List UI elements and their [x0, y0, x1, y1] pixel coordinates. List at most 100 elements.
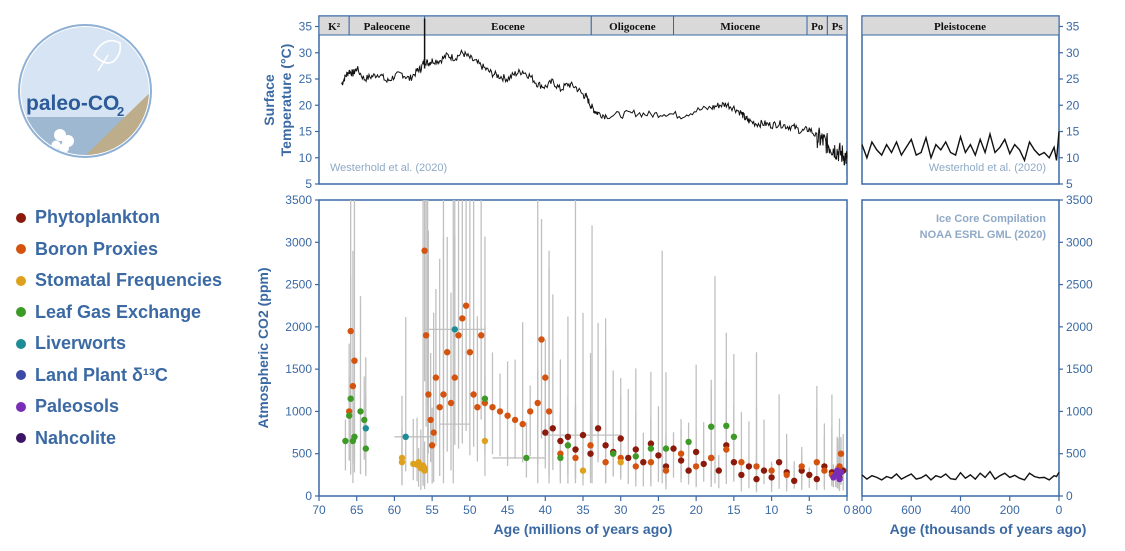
co2-kyr-series — [861, 470, 1060, 481]
co2-point — [447, 399, 455, 407]
co2-point — [523, 454, 530, 462]
co2-ytick-label: 1500 — [285, 362, 312, 376]
co2-point — [602, 459, 609, 466]
co2-ytick-label-right: 2000 — [1066, 320, 1093, 334]
co2-point — [640, 459, 647, 466]
myr-xtick-label: 55 — [425, 503, 439, 517]
myr-xtick-label: 25 — [652, 503, 666, 517]
legend-dot-stomatal-frequencies — [16, 275, 26, 286]
co2-point — [421, 464, 428, 472]
epoch-label: Oligocene — [609, 21, 656, 33]
co2-point — [481, 437, 489, 445]
co2-point — [579, 431, 587, 439]
co2-point — [362, 425, 369, 432]
legend-dot-land-plant-d13c — [16, 370, 26, 381]
co2-point — [549, 425, 556, 432]
legend-label: Paleosols — [35, 396, 120, 417]
co2-ytick-label-right: 1500 — [1066, 362, 1093, 376]
co2-point — [813, 459, 820, 466]
co2-point — [625, 454, 632, 462]
epoch-label: Pleistocene — [934, 21, 986, 33]
co2-point — [813, 475, 820, 483]
co2-point — [451, 374, 458, 381]
co2-ytick-label: 500 — [292, 447, 312, 461]
co2-point — [349, 382, 357, 390]
temp-kyr-series — [861, 131, 1060, 163]
co2-point — [557, 454, 564, 462]
co2-point — [692, 448, 700, 456]
legend-label: Phytoplankton — [35, 207, 160, 228]
legend-label: Nahcolite — [35, 427, 117, 448]
co2-point — [415, 459, 422, 466]
co2-ytick-label: 3000 — [285, 235, 312, 249]
paleo-co2-logo: paleo-CO 2 — [16, 15, 158, 170]
epoch-label: Po — [811, 21, 824, 33]
co2-point — [647, 459, 655, 466]
temp-myr-frame — [318, 15, 848, 185]
co2-point — [837, 469, 845, 476]
legend-dot-nahcolite — [16, 433, 26, 444]
kyr-xtick-label: 200 — [1000, 503, 1020, 517]
temp-myr-line — [341, 48, 848, 166]
temp-ytick-label-right: 35 — [1066, 20, 1080, 34]
co2-point — [351, 433, 358, 440]
co2-point — [511, 416, 519, 424]
co2-point — [342, 437, 349, 445]
temp-ytick-label: 15 — [299, 125, 313, 139]
co2-point — [572, 454, 579, 462]
co2-point — [430, 429, 437, 436]
co2-ytick-label: 3500 — [285, 193, 312, 207]
co2-point — [647, 445, 655, 452]
legend: Phytoplankton Boron Proxies Stomatal Fre… — [16, 202, 222, 454]
legend-item-boron-proxies: Boron Proxies — [16, 234, 222, 266]
co2-point — [768, 467, 775, 474]
co2-point — [542, 374, 549, 381]
legend-label: Land Plant δ¹³C — [35, 364, 168, 385]
co2-point — [425, 391, 432, 398]
legend-label: Stomatal Frequencies — [35, 270, 223, 291]
co2-point — [753, 463, 760, 470]
co2-point — [527, 408, 534, 415]
myr-xtick-label: 70 — [312, 503, 326, 517]
legend-dot-leaf-gas-exchange — [16, 307, 26, 318]
co2-point — [347, 395, 354, 402]
co2-point — [791, 477, 798, 484]
logo-text: paleo-CO — [26, 92, 119, 115]
epoch-cell — [826, 15, 848, 36]
legend-item-stomatal-frequencies: Stomatal Frequencies — [16, 265, 222, 297]
myr-xtick-label: 0 — [844, 503, 851, 517]
co2-point — [545, 408, 553, 415]
legend-item-leaf-gas-exchange: Leaf Gas Exchange — [16, 297, 222, 329]
co2-ytick-label-right: 2500 — [1066, 278, 1093, 292]
co2-point — [347, 327, 354, 335]
co2-point — [422, 332, 430, 339]
co2-point — [470, 391, 477, 398]
myr-xtick-label: 50 — [463, 503, 477, 517]
epoch-bar: K² Paleocene Eocene Oligocene Miocene Po Ps Ple… — [318, 15, 1060, 36]
kyr-xtick-label: 400 — [950, 503, 970, 517]
legend-label: Liverworts — [35, 333, 127, 354]
epoch-label: Eocene — [491, 21, 525, 33]
co2-point — [670, 445, 677, 452]
co2-point — [436, 404, 443, 411]
co2-point — [504, 412, 511, 419]
co2-point — [806, 471, 813, 479]
co2-point — [677, 450, 685, 457]
co2-point — [478, 332, 485, 339]
legend-item-phytoplankton: Phytoplankton — [16, 202, 222, 234]
co2-point — [775, 459, 783, 466]
co2-point — [351, 357, 358, 364]
myr-xtick-label: 15 — [727, 503, 741, 517]
co2-point — [723, 422, 730, 429]
co2-point — [723, 446, 730, 453]
legend-item-paleosols: Paleosols — [16, 391, 222, 423]
co2-kyr-line — [861, 470, 1060, 481]
kyr-xtick-label: 600 — [901, 503, 921, 517]
co2-ytick-label-right: 500 — [1066, 447, 1086, 461]
temp-ytick-label-right: 10 — [1066, 151, 1080, 165]
co2-point — [677, 457, 685, 464]
co2-point — [459, 315, 466, 322]
co2-point — [730, 433, 738, 440]
co2-point — [440, 391, 447, 398]
